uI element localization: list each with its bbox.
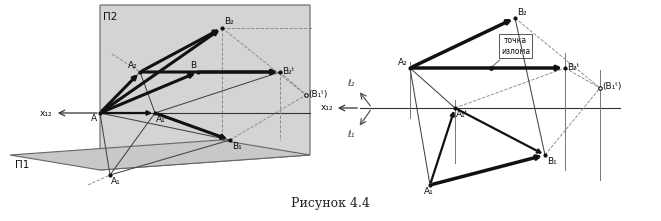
Text: A₁ᵗ: A₁ᵗ (156, 115, 169, 124)
Text: A₁ᵗ: A₁ᵗ (456, 110, 469, 119)
Text: Π2: Π2 (103, 12, 118, 22)
Text: B₂ᵗ: B₂ᵗ (282, 67, 294, 76)
Text: точка
излома: точка излома (492, 36, 530, 66)
Text: B₂: B₂ (224, 17, 234, 26)
Polygon shape (10, 140, 310, 170)
Text: B₂: B₂ (517, 8, 527, 17)
Text: Π1: Π1 (15, 160, 29, 170)
Text: B₁: B₁ (547, 157, 557, 166)
Text: A₂: A₂ (398, 58, 408, 67)
Text: Рисунок 4.4: Рисунок 4.4 (291, 197, 369, 210)
Text: x₁₂: x₁₂ (40, 109, 52, 118)
Text: A₁: A₁ (424, 187, 434, 196)
Text: (B₁ᵗ): (B₁ᵗ) (602, 82, 621, 91)
Text: B₁: B₁ (232, 142, 242, 151)
Text: B: B (190, 61, 196, 70)
Text: ℓ₂: ℓ₂ (348, 79, 355, 88)
Text: ℓ₁: ℓ₁ (348, 130, 355, 139)
Text: B₂ᵗ: B₂ᵗ (567, 63, 580, 72)
Text: (B₁ᵗ): (B₁ᵗ) (308, 90, 327, 99)
Text: x₁₂: x₁₂ (321, 103, 333, 112)
Text: A: A (91, 114, 97, 123)
Text: A₂: A₂ (128, 61, 138, 70)
Polygon shape (100, 5, 310, 170)
Text: A₁: A₁ (111, 177, 121, 186)
